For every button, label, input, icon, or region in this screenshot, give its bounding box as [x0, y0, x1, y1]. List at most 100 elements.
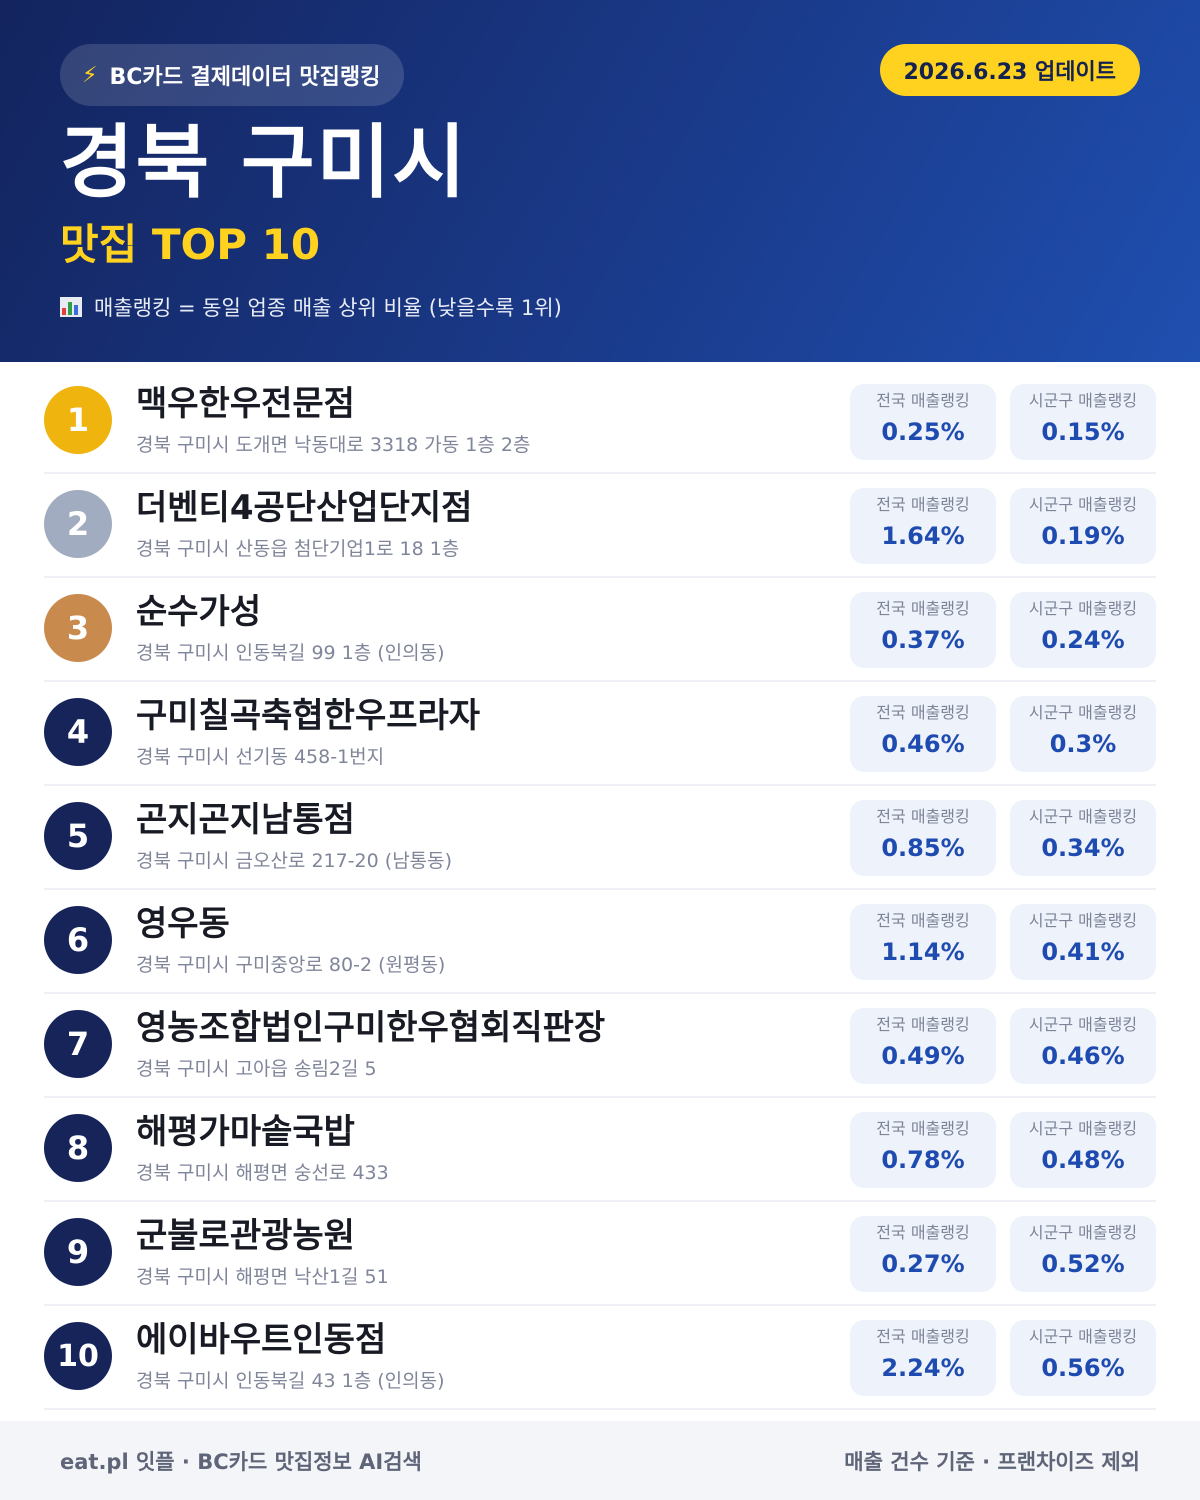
- national-rank-card: 전국 매출랭킹 0.49%: [850, 1008, 996, 1084]
- local-rank-card: 시군구 매출랭킹 0.46%: [1010, 1008, 1156, 1084]
- restaurant-name: 영우동: [136, 904, 230, 944]
- local-rank-card: 시군구 매출랭킹 0.56%: [1010, 1320, 1156, 1396]
- local-rank-card: 시군구 매출랭킹 0.48%: [1010, 1112, 1156, 1188]
- national-rank-card: 전국 매출랭킹 1.14%: [850, 904, 996, 980]
- restaurant-name: 곤지곤지남통점: [136, 800, 355, 840]
- national-rank-card: 전국 매출랭킹 0.78%: [850, 1112, 996, 1188]
- restaurant-address: 경북 구미시 고아읍 송림2길 5: [136, 1058, 377, 1080]
- national-rank-label: 전국 매출랭킹: [876, 807, 970, 826]
- local-rank-value: 0.3%: [1049, 730, 1117, 758]
- local-rank-label: 시군구 매출랭킹: [1028, 391, 1138, 410]
- rank-badge: 6: [44, 906, 112, 974]
- restaurant-name: 맥우한우전문점: [136, 384, 355, 424]
- restaurant-address: 경북 구미시 도개면 낙동대로 3318 가동 1층 2층: [136, 434, 531, 456]
- national-rank-label: 전국 매출랭킹: [876, 1015, 970, 1034]
- local-rank-label: 시군구 매출랭킹: [1028, 1119, 1138, 1138]
- national-rank-value: 0.27%: [881, 1250, 965, 1278]
- national-rank-value: 0.49%: [881, 1042, 965, 1070]
- page-subtitle: 맛집 TOP 10: [60, 220, 321, 269]
- restaurant-list: 1 맥우한우전문점 경북 구미시 도개면 낙동대로 3318 가동 1층 2층 전국 …: [44, 370, 1156, 1410]
- list-item[interactable]: 8 해평가마솥국밥 경북 구미시 해평면 숭선로 433 전국 매출랭킹 0.78% 시군…: [44, 1098, 1156, 1202]
- national-rank-label: 전국 매출랭킹: [876, 391, 970, 410]
- restaurant-address: 경북 구미시 선기동 458-1번지: [136, 746, 385, 768]
- restaurant-name: 영농조합법인구미한우협회직판장: [136, 1008, 606, 1048]
- restaurant-address: 경북 구미시 구미중앙로 80-2 (원평동): [136, 954, 446, 976]
- local-rank-value: 0.48%: [1041, 1146, 1125, 1174]
- source-pill: ⚡ BC카드 결제데이터 맛집랭킹: [60, 44, 405, 106]
- local-rank-value: 0.19%: [1041, 522, 1125, 550]
- national-rank-value: 1.14%: [881, 938, 965, 966]
- local-rank-label: 시군구 매출랭킹: [1028, 1223, 1138, 1242]
- national-rank-card: 전국 매출랭킹 0.37%: [850, 592, 996, 668]
- local-rank-label: 시군구 매출랭킹: [1028, 1327, 1138, 1346]
- list-item[interactable]: 9 군불로관광농원 경북 구미시 해평면 낙산1길 51 전국 매출랭킹 0.27% 시군…: [44, 1202, 1156, 1306]
- footer-left: eat.pl 잇플 · BC카드 맛집정보 AI검색: [60, 1449, 422, 1474]
- rank-note: 매출랭킹 = 동일 업종 매출 상위 비율 (낮을수록 1위): [60, 292, 562, 322]
- restaurant-name: 해평가마솥국밥: [136, 1112, 355, 1152]
- national-rank-card: 전국 매출랭킹 0.46%: [850, 696, 996, 772]
- local-rank-card: 시군구 매출랭킹 0.41%: [1010, 904, 1156, 980]
- list-item[interactable]: 4 구미칠곡축협한우프라자 경북 구미시 선기동 458-1번지 전국 매출랭킹 0.4…: [44, 682, 1156, 786]
- rank-badge: 10: [44, 1322, 112, 1390]
- national-rank-label: 전국 매출랭킹: [876, 599, 970, 618]
- local-rank-label: 시군구 매출랭킹: [1028, 911, 1138, 930]
- national-rank-label: 전국 매출랭킹: [876, 1223, 970, 1242]
- restaurant-name: 더벤티4공단산업단지점: [136, 488, 473, 528]
- national-rank-card: 전국 매출랭킹 2.24%: [850, 1320, 996, 1396]
- local-rank-card: 시군구 매출랭킹 0.34%: [1010, 800, 1156, 876]
- rank-badge: 2: [44, 490, 112, 558]
- national-rank-label: 전국 매출랭킹: [876, 495, 970, 514]
- local-rank-label: 시군구 매출랭킹: [1028, 807, 1138, 826]
- restaurant-address: 경북 구미시 인동북길 43 1층 (인의동): [136, 1370, 445, 1392]
- lightning-bolt-icon: ⚡: [82, 62, 98, 88]
- footer: eat.pl 잇플 · BC카드 맛집정보 AI검색 매출 건수 기준 · 프랜…: [0, 1421, 1200, 1500]
- national-rank-label: 전국 매출랭킹: [876, 911, 970, 930]
- restaurant-address: 경북 구미시 산동읍 첨단기업1로 18 1층: [136, 538, 460, 560]
- rank-badge: 8: [44, 1114, 112, 1182]
- rank-badge: 7: [44, 1010, 112, 1078]
- restaurant-name: 군불로관광농원: [136, 1216, 355, 1256]
- bar-chart-icon: [60, 297, 82, 317]
- rank-note-text: 매출랭킹 = 동일 업종 매출 상위 비율 (낮을수록 1위): [94, 296, 562, 320]
- local-rank-value: 0.34%: [1041, 834, 1125, 862]
- restaurant-address: 경북 구미시 해평면 낙산1길 51: [136, 1266, 389, 1288]
- local-rank-value: 0.52%: [1041, 1250, 1125, 1278]
- national-rank-value: 0.85%: [881, 834, 965, 862]
- restaurant-address: 경북 구미시 금오산로 217-20 (남통동): [136, 850, 453, 872]
- national-rank-card: 전국 매출랭킹 0.85%: [850, 800, 996, 876]
- restaurant-address: 경북 구미시 해평면 숭선로 433: [136, 1162, 389, 1184]
- national-rank-value: 2.24%: [881, 1354, 965, 1382]
- local-rank-label: 시군구 매출랭킹: [1028, 599, 1138, 618]
- list-item[interactable]: 5 곤지곤지남통점 경북 구미시 금오산로 217-20 (남통동) 전국 매출랭킹 0…: [44, 786, 1156, 890]
- national-rank-label: 전국 매출랭킹: [876, 703, 970, 722]
- national-rank-label: 전국 매출랭킹: [876, 1119, 970, 1138]
- page-title: 경북 구미시: [60, 116, 468, 209]
- national-rank-card: 전국 매출랭킹 1.64%: [850, 488, 996, 564]
- local-rank-label: 시군구 매출랭킹: [1028, 703, 1138, 722]
- source-label: BC카드 결제데이터 맛집랭킹: [109, 65, 381, 90]
- update-badge: 2026.6.23 업데이트: [879, 44, 1140, 96]
- footer-right: 매출 건수 기준 · 프랜차이즈 제외: [844, 1449, 1140, 1474]
- restaurant-address: 경북 구미시 인동북길 99 1층 (인의동): [136, 642, 445, 664]
- local-rank-card: 시군구 매출랭킹 0.24%: [1010, 592, 1156, 668]
- national-rank-card: 전국 매출랭킹 0.25%: [850, 384, 996, 460]
- rank-badge: 3: [44, 594, 112, 662]
- restaurant-name: 에이바우트인동점: [136, 1320, 387, 1360]
- local-rank-value: 0.24%: [1041, 626, 1125, 654]
- local-rank-value: 0.46%: [1041, 1042, 1125, 1070]
- local-rank-value: 0.41%: [1041, 938, 1125, 966]
- local-rank-value: 0.15%: [1041, 418, 1125, 446]
- restaurant-name: 구미칠곡축협한우프라자: [136, 696, 481, 736]
- national-rank-value: 0.37%: [881, 626, 965, 654]
- rank-badge: 1: [44, 386, 112, 454]
- restaurant-name: 순수가성: [136, 592, 262, 632]
- header-banner: ⚡ BC카드 결제데이터 맛집랭킹 2026.6.23 업데이트 경북 구미시 …: [0, 0, 1200, 362]
- local-rank-value: 0.56%: [1041, 1354, 1125, 1382]
- national-rank-value: 0.46%: [881, 730, 965, 758]
